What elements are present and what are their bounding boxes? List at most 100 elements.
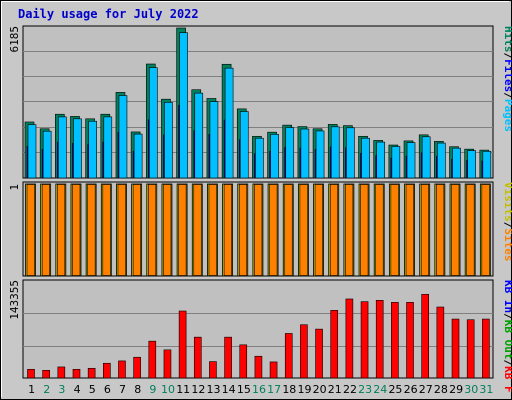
x-tick-label: 24 bbox=[373, 383, 387, 396]
pages-bar bbox=[179, 32, 188, 179]
sites-bar bbox=[284, 184, 293, 276]
x-tick-label: 19 bbox=[297, 383, 311, 396]
pages-bar bbox=[391, 146, 401, 179]
panel-kbytes bbox=[22, 279, 494, 379]
x-tick-label: 27 bbox=[419, 383, 433, 396]
pages-bar bbox=[437, 142, 446, 179]
sites-bar bbox=[345, 184, 354, 276]
x-tick-label: 3 bbox=[58, 383, 65, 396]
x-tick-label: 7 bbox=[119, 383, 126, 396]
legend-separator: / bbox=[502, 360, 512, 367]
legend-files: Files bbox=[502, 59, 512, 92]
x-tick-label: 21 bbox=[328, 383, 342, 396]
pages-bar bbox=[421, 136, 431, 179]
pages-bar bbox=[300, 128, 310, 179]
x-tick-label: 4 bbox=[74, 383, 81, 396]
pages-bar bbox=[133, 133, 143, 179]
kb-bar bbox=[163, 349, 172, 379]
x-tick-label: 17 bbox=[267, 383, 281, 396]
sites-bar bbox=[254, 184, 263, 276]
kb-bar bbox=[209, 361, 217, 379]
x-tick-label: 30 bbox=[464, 383, 478, 396]
kb-bar bbox=[300, 324, 308, 379]
legend-sites: Sites bbox=[502, 228, 512, 261]
kb-bar bbox=[87, 367, 96, 379]
pages-bar bbox=[148, 67, 158, 179]
kb-bar bbox=[118, 360, 126, 379]
sites-bar bbox=[208, 184, 217, 276]
legend-separator: / bbox=[502, 313, 512, 320]
x-tick-label: 25 bbox=[388, 383, 402, 396]
sites-bar bbox=[436, 184, 445, 276]
pages-bar bbox=[406, 142, 416, 179]
sites-bar bbox=[26, 184, 35, 276]
sites-bar bbox=[360, 184, 369, 276]
panel-visits-ymax-label: 1 bbox=[8, 184, 21, 191]
panel-visits bbox=[22, 181, 494, 277]
x-tick-label: 16 bbox=[252, 383, 266, 396]
sites-bar bbox=[87, 184, 96, 276]
pages-bar bbox=[285, 127, 295, 179]
x-tick-label: 13 bbox=[207, 383, 221, 396]
x-tick-label: 14 bbox=[222, 383, 236, 396]
pages-bar bbox=[209, 101, 219, 179]
sites-bar bbox=[420, 184, 429, 276]
pages-bar bbox=[88, 120, 97, 179]
x-tick-label: 2 bbox=[43, 383, 50, 396]
x-tick-label: 15 bbox=[237, 383, 251, 396]
panel-kbytes-legend: KB In/KB Out/KB F bbox=[502, 280, 512, 393]
pages-bar bbox=[452, 147, 461, 179]
pages-bar bbox=[27, 124, 37, 179]
sites-bar bbox=[390, 184, 399, 276]
pages-bar bbox=[482, 151, 492, 179]
pages-bar bbox=[330, 126, 340, 179]
panel-hits-legend: Hits/Files/Pages bbox=[502, 26, 512, 132]
kb-bar bbox=[224, 336, 232, 379]
x-tick-label: 10 bbox=[161, 383, 175, 396]
kb-bar bbox=[391, 302, 399, 379]
pages-bar bbox=[194, 92, 204, 179]
sites-bar bbox=[269, 184, 278, 276]
x-tick-label: 22 bbox=[343, 383, 357, 396]
pages-bar bbox=[467, 150, 476, 179]
sites-bar bbox=[405, 184, 414, 276]
sites-bar bbox=[57, 184, 66, 276]
legend-visits: Visits bbox=[502, 182, 512, 222]
legend-separator: / bbox=[502, 53, 512, 60]
kb-bar bbox=[103, 362, 111, 379]
kb-bar bbox=[72, 368, 81, 379]
kb-bar bbox=[315, 328, 323, 379]
sites-bar bbox=[102, 184, 111, 276]
kb-bar bbox=[330, 310, 339, 379]
x-tick-label: 18 bbox=[282, 383, 296, 396]
kb-bar bbox=[436, 306, 445, 379]
sites-bar bbox=[466, 184, 475, 276]
pages-bar bbox=[42, 130, 52, 179]
x-tick-label: 28 bbox=[434, 383, 448, 396]
kb-bar bbox=[482, 318, 490, 379]
sites-bar bbox=[299, 184, 308, 276]
x-tick-label: 11 bbox=[176, 383, 190, 396]
pages-bar bbox=[361, 137, 370, 179]
x-tick-label: 5 bbox=[89, 383, 96, 396]
kb-bar bbox=[451, 318, 460, 379]
panel-hits bbox=[22, 25, 494, 179]
sites-bar bbox=[41, 184, 50, 276]
sites-bar bbox=[329, 184, 339, 276]
x-tick-label: 31 bbox=[479, 383, 493, 396]
sites-bar bbox=[147, 184, 157, 276]
legend-kb-f: KB F bbox=[502, 366, 512, 393]
kb-bar bbox=[148, 340, 157, 379]
sites-bar bbox=[193, 184, 202, 276]
x-tick-label: 6 bbox=[104, 383, 111, 396]
kb-bar bbox=[269, 361, 278, 379]
sites-bar bbox=[451, 184, 460, 276]
legend-hits: Hits bbox=[502, 26, 512, 53]
x-tick-label: 26 bbox=[404, 383, 418, 396]
kb-bar bbox=[133, 356, 141, 379]
kb-bar bbox=[284, 333, 293, 379]
legend-separator: / bbox=[502, 92, 512, 99]
sites-bar bbox=[163, 184, 172, 276]
pages-bar bbox=[376, 141, 386, 179]
